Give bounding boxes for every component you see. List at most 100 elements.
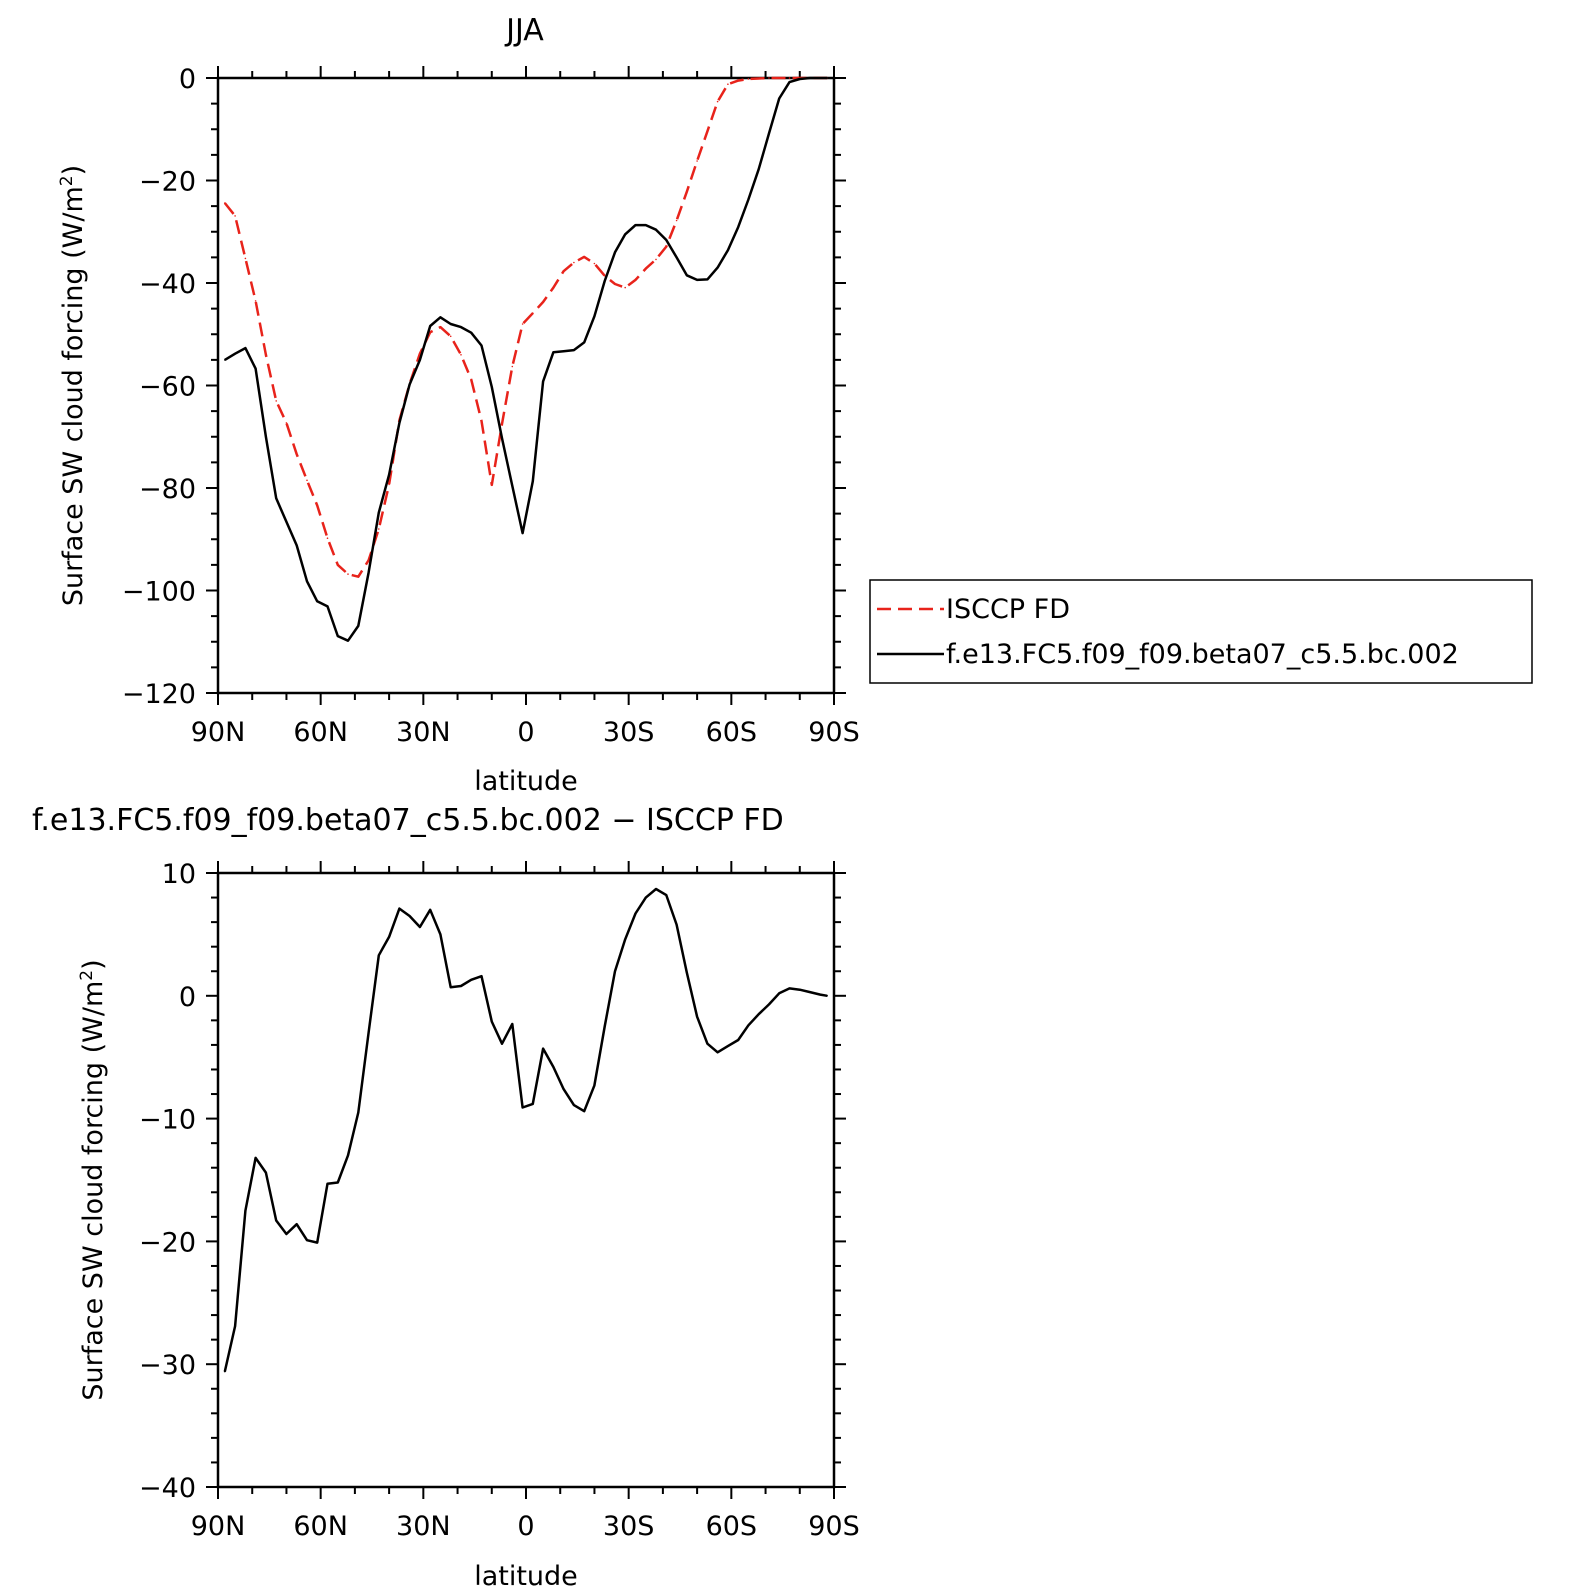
- data-point: [645, 267, 647, 270]
- data-point: [285, 422, 288, 424]
- data-point: [419, 926, 421, 928]
- data-point: [408, 915, 411, 917]
- data-point: [480, 420, 483, 422]
- data-point: [788, 81, 791, 83]
- data-point: [665, 239, 668, 241]
- x-axis-label: latitude: [474, 766, 578, 797]
- data-point: [347, 573, 349, 575]
- data-point: [234, 352, 236, 355]
- data-point: [326, 1182, 329, 1185]
- data-point: [460, 354, 462, 356]
- y-tick-label: 0: [179, 64, 196, 95]
- data-point: [552, 286, 555, 289]
- data-point: [439, 326, 442, 328]
- data-point: [788, 77, 791, 79]
- data-point: [449, 986, 452, 988]
- data-point: [337, 564, 339, 566]
- data-point: [542, 380, 544, 383]
- data-point: [388, 473, 390, 476]
- x-tick-label: 60S: [706, 717, 758, 748]
- data-point: [470, 979, 473, 981]
- x-tick-label: 90S: [808, 1511, 860, 1542]
- y-tick-label: −60: [139, 372, 196, 403]
- data-point: [799, 988, 801, 991]
- y-tick-label: 10: [162, 859, 196, 890]
- data-point: [367, 571, 370, 574]
- x-axis-label: latitude: [474, 1561, 578, 1591]
- x-tick-label: 30N: [396, 1511, 451, 1542]
- data-point: [491, 386, 493, 388]
- y-tick-label: −20: [139, 167, 196, 198]
- data-point: [491, 1020, 493, 1023]
- data-point: [265, 354, 267, 356]
- data-point: [552, 351, 555, 354]
- data-point: [727, 1045, 729, 1047]
- data-point: [655, 888, 657, 890]
- data-point: [573, 261, 575, 264]
- top-panel: JJA 90N 60N 30N 0 30S 60S 90S 0 −20 −40 −60 −80 −100 −…: [57, 13, 860, 797]
- data-point: [306, 1239, 308, 1241]
- chart-title: JJA: [504, 13, 544, 48]
- data-point: [501, 1042, 503, 1045]
- series-line-isccp: [223, 76, 828, 578]
- x-tick-label: 0: [517, 717, 534, 748]
- x-tick-label: 0: [517, 1511, 534, 1542]
- data-point: [562, 270, 565, 273]
- data-point: [357, 575, 360, 578]
- data-point: [778, 77, 780, 79]
- data-point: [316, 504, 319, 507]
- data-point: [470, 378, 473, 381]
- data-point: [583, 341, 585, 344]
- data-point: [634, 224, 637, 226]
- data-point: [686, 971, 688, 974]
- data-point: [316, 600, 319, 603]
- data-point: [768, 132, 770, 135]
- data-point: [480, 975, 483, 977]
- series-line-model: [223, 887, 828, 1372]
- data-point: [367, 1031, 370, 1034]
- y-axis-label: Surface SW cloud forcing (W/m2): [77, 959, 109, 1400]
- data-point: [675, 219, 678, 222]
- data-point: [696, 1015, 698, 1018]
- data-point: [624, 938, 626, 941]
- x-tick-label: 60S: [706, 1511, 758, 1542]
- data-point: [378, 954, 380, 957]
- data-point: [552, 1066, 555, 1068]
- data-point: [285, 521, 288, 523]
- data-point: [716, 100, 719, 103]
- data-point: [367, 559, 370, 562]
- data-point: [244, 257, 247, 260]
- data-point: [675, 256, 678, 259]
- data-point: [521, 323, 524, 325]
- legend-label-model: f.e13.FC5.f09_f09.beta07_c5.5.bc.002: [946, 639, 1459, 670]
- data-point: [645, 224, 647, 226]
- data-point: [265, 436, 267, 438]
- data-point: [460, 326, 462, 328]
- data-point: [788, 987, 791, 990]
- data-point: [634, 279, 637, 281]
- x-tick-label: 60N: [293, 717, 348, 748]
- data-point: [614, 251, 616, 254]
- data-point: [429, 909, 432, 911]
- data-point: [573, 349, 575, 351]
- x-tick-label: 30S: [603, 717, 655, 748]
- data-point: [778, 992, 780, 995]
- y-tick-label: −10: [139, 1105, 196, 1136]
- data-point: [737, 79, 739, 82]
- data-point: [809, 77, 811, 79]
- data-point: [234, 215, 236, 217]
- data-point: [686, 191, 688, 193]
- data-point: [819, 993, 822, 996]
- data-point: [747, 78, 750, 80]
- data-point: [696, 160, 698, 162]
- data-point: [562, 350, 565, 353]
- data-point: [337, 635, 339, 637]
- y-tick-label: −120: [122, 679, 196, 710]
- data-point: [655, 228, 657, 231]
- data-point: [675, 923, 678, 926]
- y-tick-label: −100: [122, 577, 196, 608]
- data-point: [809, 991, 811, 993]
- data-point: [419, 352, 421, 355]
- data-point: [521, 1106, 524, 1109]
- data-point: [634, 912, 637, 915]
